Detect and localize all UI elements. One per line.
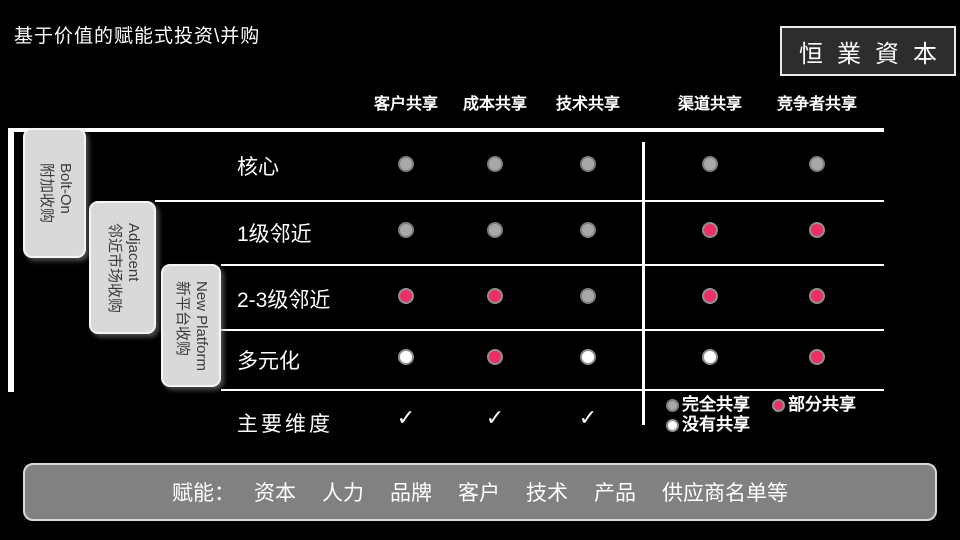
- empower-item: 资本: [254, 482, 296, 505]
- empower-item: 供应商名单等: [662, 482, 788, 505]
- matrix-dot: [398, 156, 414, 172]
- matrix-dot: [487, 222, 503, 238]
- empower-item: 人力: [322, 482, 364, 505]
- column-header: 成本共享: [462, 96, 527, 113]
- legend-label-none: 没有共享: [682, 415, 750, 434]
- matrix-dot: [487, 349, 503, 365]
- row-separator: [221, 264, 884, 266]
- matrix-dot: [809, 222, 825, 238]
- legend: 完全共享 部分共享 没有共享: [666, 395, 856, 435]
- matrix-dot: [487, 288, 503, 304]
- matrix-dot: [702, 288, 718, 304]
- row-label: 核心: [237, 156, 279, 179]
- box-label-en: New Platform: [192, 280, 210, 371]
- acquisition-box-new-platform: New Platform 新平台收购: [161, 264, 221, 387]
- page-title: 基于价值的赋能式投资\并购: [14, 26, 261, 47]
- empower-item: 客户: [458, 482, 500, 505]
- box-label-en: Bolt-On: [56, 162, 74, 214]
- matrix-dot: [580, 222, 596, 238]
- legend-dot-partial: [772, 398, 785, 412]
- empower-item: 技术: [526, 482, 568, 505]
- check-mark: ✓: [396, 405, 416, 430]
- matrix-dot: [580, 288, 596, 304]
- row-label: 主要维度: [237, 413, 333, 436]
- column-divider-line: [642, 142, 645, 425]
- empower-bar: 赋能： 资本 人力 品牌 客户 技术 产品 供应商名单等: [23, 463, 937, 521]
- column-header: 客户共享: [373, 96, 438, 113]
- column-header: 技术共享: [555, 96, 620, 113]
- matrix-dot: [809, 288, 825, 304]
- box-label-zh: 附加收购: [37, 162, 55, 224]
- company-logo: 恒業資本: [780, 26, 956, 76]
- matrix-dot: [702, 156, 718, 172]
- row-separator: [155, 200, 884, 202]
- matrix-dot: [580, 156, 596, 172]
- column-header: 渠道共享: [677, 96, 742, 113]
- check-mark: ✓: [578, 405, 598, 430]
- row-label: 2-3级邻近: [237, 289, 331, 312]
- matrix-dot: [702, 349, 718, 365]
- box-label-zh: 邻近市场收购: [105, 222, 123, 313]
- legend-label-partial: 部分共享: [788, 395, 856, 414]
- empower-label: 赋能：: [172, 482, 235, 505]
- acquisition-box-adjacent: Adjacent 邻近市场收购: [89, 201, 156, 334]
- matrix-dot: [398, 349, 414, 365]
- table-top-line: [8, 128, 884, 132]
- empower-item: 产品: [594, 482, 636, 505]
- matrix-dot: [702, 222, 718, 238]
- row-separator: [221, 329, 884, 331]
- box-label-en: Adjacent: [124, 222, 142, 281]
- matrix-dot: [398, 222, 414, 238]
- legend-label-full: 完全共享: [682, 395, 750, 414]
- legend-dot-full: [666, 398, 679, 412]
- box-label-zh: 新平台收购: [174, 280, 191, 356]
- matrix-dot: [809, 349, 825, 365]
- legend-dot-none: [666, 418, 679, 432]
- row-label: 多元化: [237, 350, 300, 373]
- check-mark: ✓: [485, 405, 505, 430]
- row-label: 1级邻近: [237, 223, 312, 246]
- matrix-dot: [487, 156, 503, 172]
- logo-text: 恒業資本: [799, 40, 951, 68]
- table-left-bar: [8, 128, 14, 392]
- empower-item: 品牌: [390, 482, 432, 505]
- matrix-dot: [398, 288, 414, 304]
- column-header: 竞争者共享: [776, 96, 857, 113]
- acquisition-box-bolt-on: Bolt-On 附加收购: [23, 128, 86, 258]
- row-separator: [221, 389, 884, 391]
- matrix-dot: [580, 349, 596, 365]
- matrix-dot: [809, 156, 825, 172]
